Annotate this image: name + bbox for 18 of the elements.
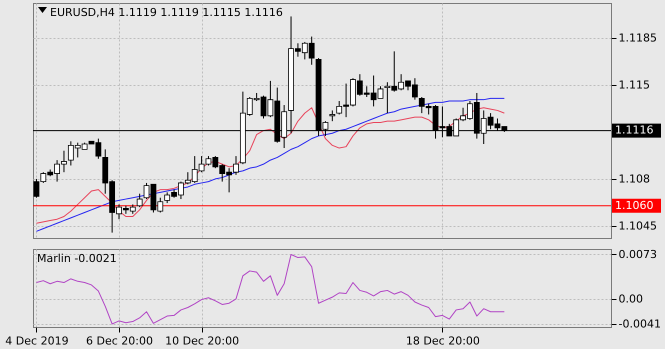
y-tick-label: -0.0041 (618, 317, 661, 330)
candlestick (136, 193, 143, 208)
y-tick-label: 1.1185 (618, 31, 657, 44)
chart-title: Marlin -0.0021 (37, 252, 117, 265)
candlestick (329, 110, 336, 122)
chart-title: EURUSD,H4 1.1119 1.1119 1.1115 1.1116 (50, 6, 283, 19)
ref-line-label: 1.1116 (615, 124, 654, 137)
y-tick-label: 1.1045 (618, 219, 657, 232)
y-tick-label: 0.0073 (618, 248, 657, 261)
x-tick-label: 10 Dec 20:00 (165, 334, 240, 348)
line-series (36, 254, 505, 324)
x-tick-label: 4 Dec 2019 (5, 334, 69, 348)
x-tick-label: 6 Dec 20:00 (86, 334, 154, 348)
x-tick-label: 18 Dec 20:00 (406, 334, 480, 348)
y-tick-label: 1.108 (618, 172, 650, 186)
y-tick-label: 0.00 (618, 292, 643, 306)
y-tick-label: 1.115 (618, 78, 650, 92)
ref-line-label: 1.1060 (615, 198, 654, 212)
